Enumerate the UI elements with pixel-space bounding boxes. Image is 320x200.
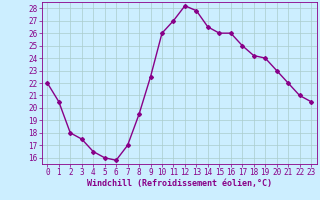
X-axis label: Windchill (Refroidissement éolien,°C): Windchill (Refroidissement éolien,°C) (87, 179, 272, 188)
